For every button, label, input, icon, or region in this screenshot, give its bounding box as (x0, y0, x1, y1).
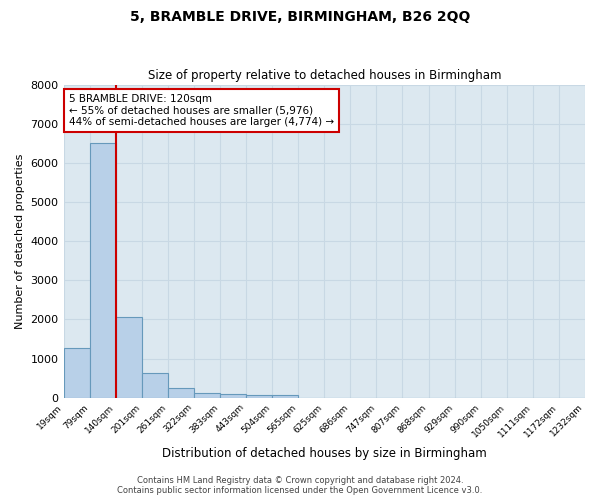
Bar (142, 373, 168, 398)
X-axis label: Distribution of detached houses by size in Birmingham: Distribution of detached houses by size … (162, 447, 487, 460)
Text: Contains HM Land Registry data © Crown copyright and database right 2024.
Contai: Contains HM Land Registry data © Crown c… (118, 476, 482, 495)
Text: 5 BRAMBLE DRIVE: 120sqm
← 55% of detached houses are smaller (5,976)
44% of semi: 5 BRAMBLE DRIVE: 120sqm ← 55% of detache… (69, 94, 334, 127)
Y-axis label: Number of detached properties: Number of detached properties (15, 154, 25, 329)
Text: 5, BRAMBLE DRIVE, BIRMINGHAM, B26 2QQ: 5, BRAMBLE DRIVE, BIRMINGHAM, B26 2QQ (130, 10, 470, 24)
Bar (64, 348, 89, 398)
Bar (168, 388, 194, 398)
Bar (246, 396, 272, 398)
Bar (272, 396, 298, 398)
Bar (220, 394, 246, 398)
Title: Size of property relative to detached houses in Birmingham: Size of property relative to detached ho… (148, 69, 501, 82)
Bar (89, 144, 116, 398)
Bar (194, 392, 220, 398)
Bar (116, 318, 142, 398)
